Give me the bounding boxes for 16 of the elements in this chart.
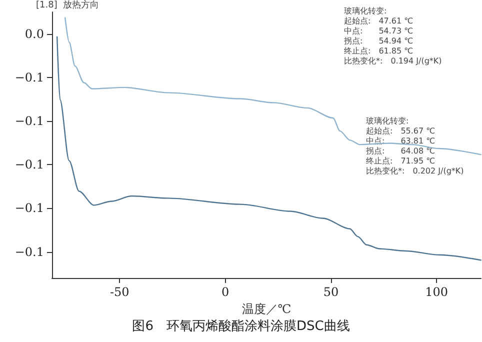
annotation: 玻璃化转变: 起始点: 47.61 ℃ 中点: 54.73 ℃ 拐点: 54.94 ℃ 终止点: 61.85 ℃ 比热变化*: 0.194 J/(g*K) bbox=[343, 6, 442, 66]
x-axis-title: 温度／℃ bbox=[242, 302, 292, 316]
y-tick-label: −0.1 bbox=[14, 158, 44, 172]
x-tick-label: 100 bbox=[425, 285, 448, 299]
y-tick-label: −0.1 bbox=[14, 244, 44, 259]
line-series bbox=[56, 36, 482, 261]
y-tick-label: −0.1 bbox=[14, 201, 44, 216]
y-tick-label: −0.1 bbox=[14, 114, 44, 128]
text: 图6 环氧丙烯酸酯涂料涂膜DSC曲线 bbox=[132, 319, 350, 334]
y-tick-label: 0.0 bbox=[24, 26, 44, 41]
y-axis-title: [1.8] 放热方向 bbox=[36, 0, 100, 10]
y-tick-label: −0.1 bbox=[14, 70, 44, 84]
x-tick-label: -50 bbox=[110, 285, 130, 299]
x-tick-label: 0 bbox=[221, 285, 230, 299]
line-series bbox=[64, 17, 482, 156]
x-tick-label: 50 bbox=[323, 285, 339, 299]
